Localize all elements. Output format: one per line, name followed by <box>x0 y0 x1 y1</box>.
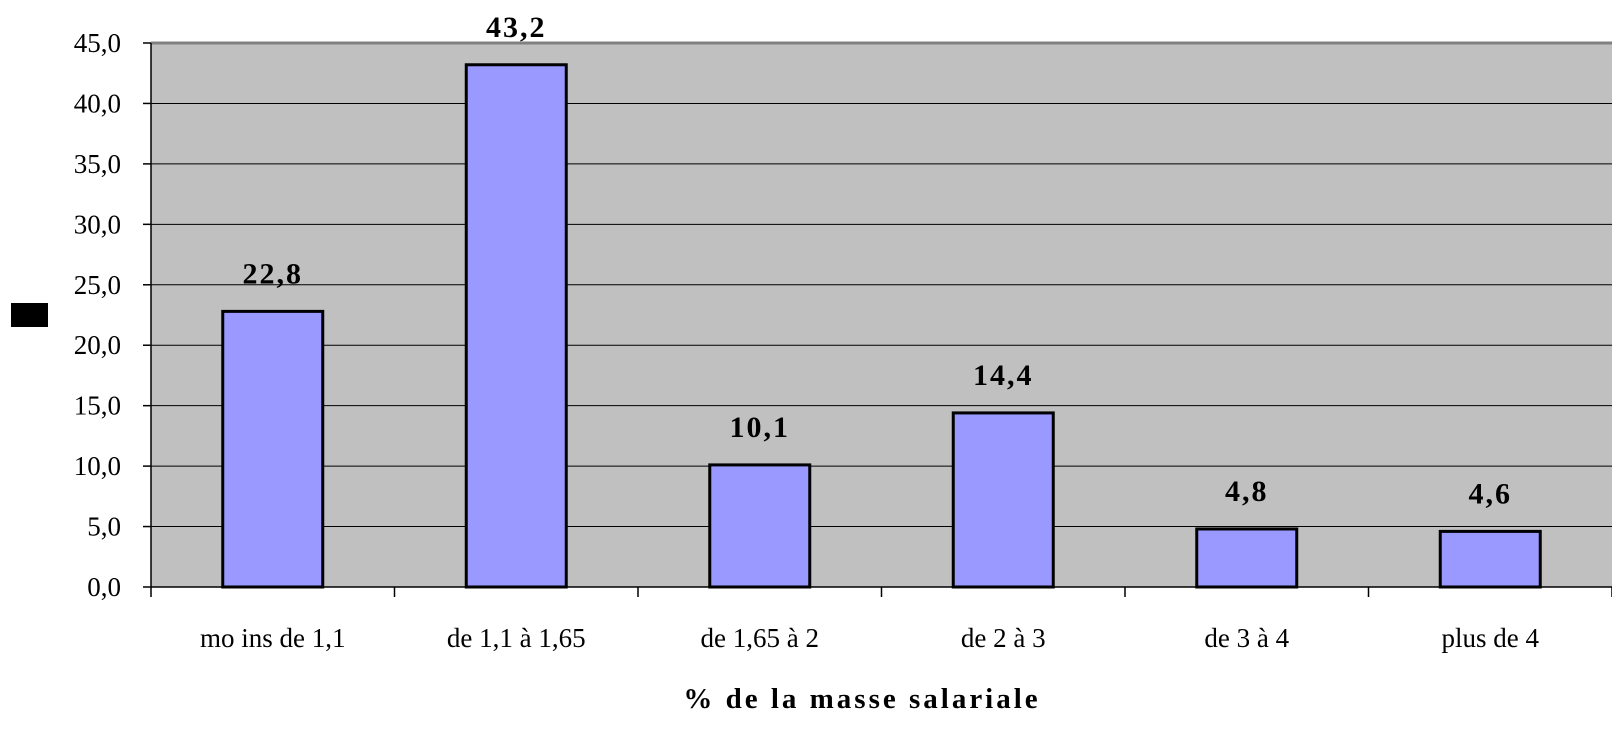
bar <box>951 411 1055 589</box>
y-tick-label: 0,0 <box>87 572 121 602</box>
data-label: 10,1 <box>730 411 791 444</box>
bars <box>221 63 1542 589</box>
data-label: 4,8 <box>1225 475 1269 508</box>
x-category-label: mo ins de 1,1 <box>200 623 346 653</box>
x-axis-title: % de la masse salariale <box>683 683 1040 715</box>
y-tick-label: 15,0 <box>74 391 121 421</box>
x-axis: mo ins de 1,1 de 1,1 à 1,65 de 1,65 à 2 de … <box>150 586 1612 653</box>
data-label: 14,4 <box>973 359 1034 392</box>
y-tick-label: 40,0 <box>74 88 121 118</box>
y-tick-label: 35,0 <box>74 149 121 179</box>
x-category-label: de 2 à 3 <box>961 623 1046 653</box>
y-axis: 0,0 5,0 10,0 15,0 20,0 25,0 30,0 35,0 40,0 45,0 <box>74 28 1612 602</box>
bar <box>708 463 812 589</box>
x-category-label: de 1,1 à 1,65 <box>447 623 586 653</box>
y-tick-label: 30,0 <box>74 209 121 239</box>
bar <box>221 309 325 589</box>
y-tick-label: 10,0 <box>74 451 121 481</box>
x-category-label: de 3 à 4 <box>1204 623 1289 653</box>
x-category-label: de 1,65 à 2 <box>701 623 819 653</box>
bar <box>1438 529 1542 589</box>
y-tick-label: 20,0 <box>74 330 121 360</box>
plot-area <box>151 43 1612 587</box>
y-tick-label: 25,0 <box>74 270 121 300</box>
bar <box>1195 527 1299 589</box>
y-tick-label: 45,0 <box>74 28 121 58</box>
legend-key-swatch <box>11 303 48 327</box>
y-tick-label: 5,0 <box>87 512 121 542</box>
bar <box>464 63 568 589</box>
data-label: 22,8 <box>243 257 304 290</box>
data-label: 43,2 <box>486 11 547 44</box>
x-category-label: plus de 4 <box>1442 623 1540 653</box>
data-label: 4,6 <box>1469 477 1513 510</box>
data-labels: 22,8 43,2 10,1 14,4 4,8 4,6 <box>243 11 1513 511</box>
